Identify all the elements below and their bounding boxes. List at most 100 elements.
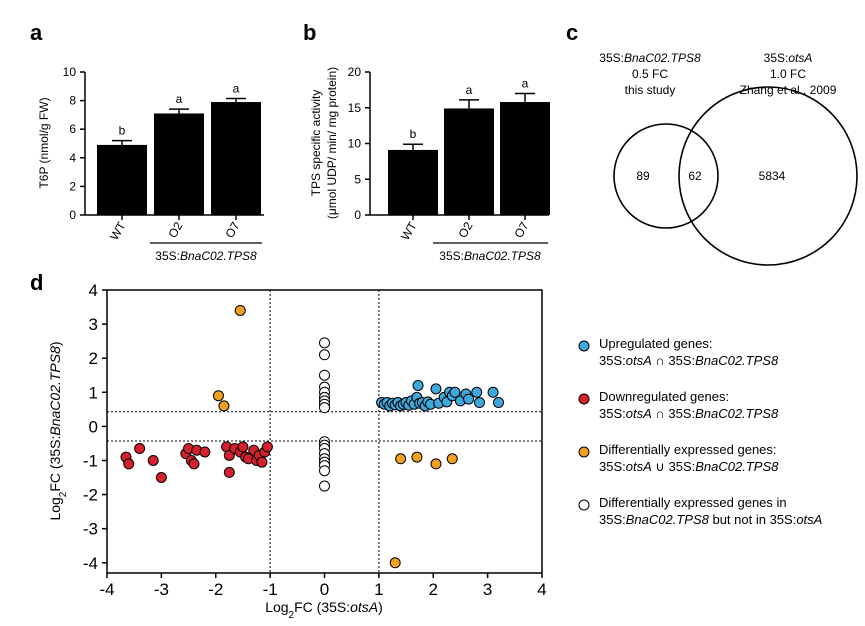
- a-x-tick-label: WT: [107, 219, 129, 243]
- d-x-tick-label: 4: [537, 580, 546, 599]
- d-x-tick-label: -3: [154, 580, 169, 599]
- b-y-tick-label: 10: [348, 137, 362, 151]
- b-bar-wt: [388, 149, 438, 215]
- downregulated-point: [199, 446, 211, 458]
- b-sig-letter: b: [410, 127, 417, 141]
- d-y-tick-label: -3: [83, 520, 98, 539]
- upregulated-point: [430, 383, 442, 395]
- b-y-tick-label: 15: [348, 101, 362, 115]
- b-bar-o7: [500, 102, 550, 215]
- upregulated-point: [473, 397, 485, 409]
- d-x-tick-label: -4: [99, 580, 114, 599]
- panel-d-scatter-plot: -4 -3 -2 -1 0 1 2 3 4 -4 -3 -2 -1 0 1 2 3 4 Log2FC (35S:o…: [47, 281, 822, 621]
- downregulated-point: [261, 441, 273, 453]
- venn-circle-set1: [613, 123, 719, 229]
- differential-point: [395, 453, 407, 465]
- differential-point: [411, 451, 423, 463]
- a-y-tick-label: 8: [69, 94, 76, 108]
- differential-point: [430, 458, 442, 470]
- panel-label-b: b: [303, 20, 316, 45]
- venn-only-set2-count: 5834: [759, 169, 786, 183]
- b-x-tick-label: O2: [455, 219, 475, 240]
- upregulated-point: [463, 393, 475, 405]
- legend-differential-marker: [578, 446, 590, 458]
- a-y-tick-label: 4: [69, 151, 76, 165]
- tps8-only-point: [319, 480, 330, 492]
- upregulated-point: [487, 386, 499, 398]
- upregulated-point: [471, 386, 483, 398]
- tps8-only-point: [319, 349, 330, 361]
- d-y-tick-label: 0: [89, 417, 98, 436]
- a-y-tick-label: 0: [69, 208, 76, 222]
- venn-set2-line2: 1.0 FC: [770, 67, 806, 81]
- d-y-tick-label: 1: [89, 383, 98, 402]
- panel-b-y-label-line2: (μmol UDP/ min/ mg protein): [325, 67, 339, 219]
- panel-b-bar-chart: 0 5 10 15 20 b WT a O2 a O7 TPS specific activity…: [309, 65, 550, 263]
- differential-point: [234, 304, 246, 316]
- venn-set1-line2: 0.5 FC: [632, 67, 668, 81]
- a-sig-letter: a: [233, 81, 240, 95]
- legend-upregulated-marker: [578, 340, 590, 352]
- a-bar-wt: [97, 144, 147, 215]
- downregulated-point: [123, 458, 135, 470]
- b-y-tick-label: 5: [354, 172, 361, 186]
- legend-upregulated-line1: Upregulated genes:: [599, 336, 712, 351]
- d-y-tick-label: -2: [83, 486, 98, 505]
- legend-tps8-only-line1: Differentially expressed genes in: [599, 495, 787, 510]
- panel-d-y-label: Log2FC (35S:BnaC02.TPS8): [47, 341, 69, 520]
- a-y-tick-label: 10: [63, 65, 77, 79]
- downregulated-point: [256, 456, 268, 468]
- d-x-tick-label: -1: [263, 580, 278, 599]
- b-y-tick-label: 20: [348, 65, 362, 79]
- a-y-tick-label: 2: [69, 179, 76, 193]
- downregulated-point: [188, 458, 200, 470]
- d-x-tick-label: -2: [208, 580, 223, 599]
- tps8-only-point: [319, 465, 330, 477]
- a-y-tick-label: 6: [69, 122, 76, 136]
- downregulated-point: [155, 472, 167, 484]
- d-y-tick-label: 2: [89, 349, 98, 368]
- downregulated-point: [237, 441, 249, 453]
- d-y-tick-label: -1: [83, 451, 98, 470]
- d-y-tick-label: 4: [89, 281, 98, 300]
- panel-d-plot-frame: [106, 289, 543, 574]
- differential-point: [218, 400, 230, 412]
- venn-circle-set2: [678, 86, 858, 266]
- a-bar-o2: [154, 113, 204, 215]
- panel-a-bar-chart: 0 2 4 6 8 10 b WT a O2 a O7 T6P (nmol/g FW) 35S:Bn…: [37, 65, 264, 263]
- legend-differential-line2: 35S:otsA ∪ 35S:BnaC02.TPS8: [599, 459, 779, 474]
- legend-downregulated-line1: Downregulated genes:: [599, 389, 729, 404]
- a-sig-letter: a: [176, 92, 183, 106]
- panel-d-x-label: Log2FC (35S:otsA): [265, 599, 383, 621]
- upregulated-point: [412, 379, 424, 391]
- downregulated-point: [134, 443, 146, 455]
- b-x-tick-label: O7: [511, 219, 531, 240]
- b-x-tick-label: WT: [398, 219, 420, 243]
- legend-upregulated-line2: 35S:otsA ∩ 35S:BnaC02.TPS8: [599, 353, 779, 368]
- panel-b-group-label: 35S:BnaC02.TPS8: [439, 249, 541, 263]
- legend-tps8-only-marker: [578, 499, 590, 511]
- differential-point: [212, 390, 224, 402]
- legend-differential-line1: Differentially expressed genes:: [599, 442, 777, 457]
- differential-point: [389, 557, 401, 569]
- tps8-only-point: [319, 337, 330, 349]
- a-x-tick-label: O7: [222, 219, 242, 240]
- panel-label-a: a: [30, 20, 43, 45]
- legend-downregulated-marker: [578, 393, 590, 405]
- b-sig-letter: a: [522, 76, 529, 90]
- d-y-tick-label: -4: [83, 554, 98, 573]
- a-bar-o7: [211, 102, 261, 215]
- d-x-tick-label: 2: [429, 580, 438, 599]
- b-bar-o2: [444, 108, 494, 215]
- panel-label-c: c: [566, 20, 578, 45]
- venn-intersection-count: 62: [688, 169, 702, 183]
- tps8-only-point: [319, 402, 330, 414]
- panel-label-d: d: [30, 270, 43, 295]
- d-x-tick-label: 0: [320, 580, 329, 599]
- panel-a-group-label: 35S:BnaC02.TPS8: [155, 249, 257, 263]
- downregulated-point: [223, 466, 235, 478]
- tps8-only-point: [319, 369, 330, 381]
- panel-a-y-label: T6P (nmol/g FW): [37, 97, 51, 188]
- b-sig-letter: a: [466, 83, 473, 97]
